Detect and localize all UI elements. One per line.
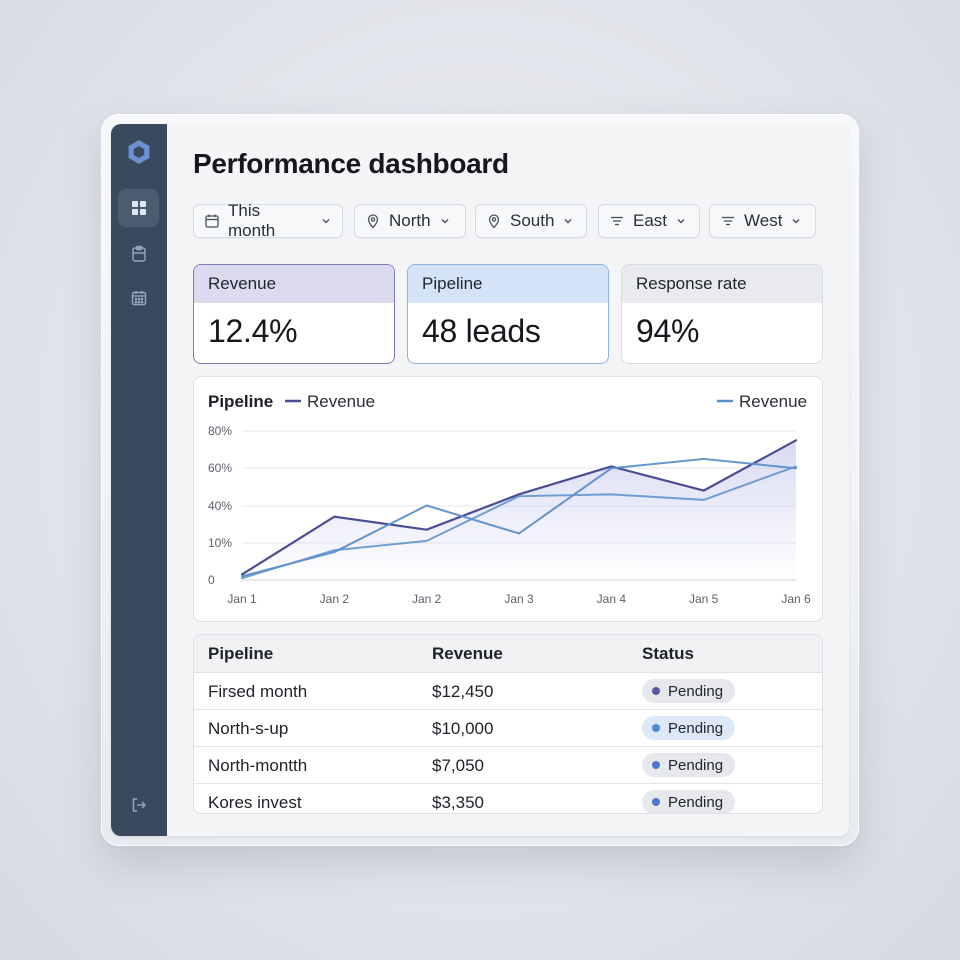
- row-revenue: $7,050: [432, 756, 484, 775]
- logo-icon: [128, 140, 150, 164]
- y-tick-label: 0: [208, 573, 215, 587]
- kpi-label: Pipeline: [408, 265, 608, 303]
- location-pin-icon: [367, 214, 379, 229]
- status-dot: [652, 798, 660, 806]
- filter-label: This month: [228, 201, 276, 240]
- location-pin-icon: [488, 214, 500, 229]
- filter-label: West: [744, 211, 783, 230]
- status-label: Pending: [668, 793, 724, 811]
- kpi-value: 12.4%: [208, 313, 298, 349]
- series-line: [241, 465, 797, 580]
- y-tick-label: 10%: [208, 536, 232, 550]
- status-dot: [652, 687, 660, 695]
- table-row[interactable]: North-montth $7,050 Pending: [194, 747, 822, 784]
- logout-icon: [132, 798, 146, 812]
- filter-north[interactable]: North: [354, 204, 466, 238]
- kpi-card-response-rate[interactable]: Response rate 94%: [621, 264, 823, 364]
- data-table: Pipeline Revenue Status Firsed month $12…: [193, 634, 823, 814]
- status-badge: Pending: [642, 679, 736, 703]
- kpi-label: Revenue: [194, 265, 394, 303]
- main-content: Performance dashboard This month North: [167, 124, 849, 836]
- chevron-down-icon: [792, 219, 800, 224]
- row-name: Firsed month: [208, 682, 308, 701]
- x-tick-label: Jan 2: [412, 592, 442, 606]
- table-row[interactable]: Firsed month $12,450 Pending: [194, 673, 822, 710]
- series-area: [242, 440, 796, 580]
- y-tick-label: 60%: [208, 461, 232, 475]
- row-revenue: $3,350: [432, 793, 484, 812]
- status-label: Pending: [668, 756, 724, 774]
- filter-label: South: [510, 211, 555, 230]
- sidebar-item-calendar[interactable]: [118, 279, 159, 317]
- x-tick-label: Jan 2: [320, 592, 350, 606]
- x-tick-label: Jan 5: [689, 592, 719, 606]
- series-line: [241, 457, 797, 578]
- filter-east[interactable]: East: [598, 204, 700, 238]
- x-tick-label: Jan 4: [597, 592, 627, 606]
- filter-this-month[interactable]: This month: [193, 201, 343, 240]
- status-badge: Pending: [642, 716, 736, 740]
- filter-icon: [611, 216, 623, 226]
- table-row[interactable]: Kores invest $3,350 Pending: [194, 784, 822, 813]
- line-chart: Pipeline Revenue Revenue 80% 60% 40% 10% 0 Ja…: [208, 392, 811, 606]
- y-tick-label: 80%: [208, 424, 232, 438]
- kpi-label: Response rate: [622, 265, 822, 303]
- line-chart-card: Pipeline Revenue Revenue 80% 60% 40% 10% 0 Ja…: [193, 376, 823, 622]
- kpi-card-revenue[interactable]: Revenue 12.4%: [193, 264, 395, 364]
- status-dot: [652, 724, 660, 732]
- status-label: Pending: [668, 719, 724, 737]
- table-header: Pipeline Revenue Status: [194, 635, 822, 673]
- kpi-value: 48 leads: [422, 313, 541, 349]
- sidebar-item-dashboard[interactable]: [118, 189, 159, 227]
- column-header[interactable]: Pipeline: [208, 644, 274, 663]
- page-title: Performance dashboard: [193, 148, 509, 179]
- legend-label[interactable]: Revenue: [307, 392, 375, 411]
- filter-label: North: [389, 211, 431, 230]
- grid-icon: [131, 201, 146, 215]
- filter-label: East: [633, 211, 668, 230]
- table-row[interactable]: North-s-up $10,000 Pending: [194, 710, 822, 747]
- sidebar: [111, 124, 167, 836]
- row-name: Kores invest: [208, 793, 302, 812]
- kpi-card-pipeline[interactable]: Pipeline 48 leads: [407, 264, 609, 364]
- column-header[interactable]: Revenue: [432, 644, 503, 663]
- column-header[interactable]: Status: [642, 644, 694, 663]
- calendar-icon: [205, 214, 219, 228]
- x-tick-label: Jan 3: [504, 592, 534, 606]
- filter-icon: [722, 216, 734, 226]
- series-line: [240, 439, 798, 576]
- status-label: Pending: [668, 682, 724, 700]
- legend-label[interactable]: Revenue: [739, 392, 807, 411]
- sidebar-item-reports[interactable]: [118, 235, 159, 273]
- logout-button[interactable]: [118, 786, 159, 824]
- chevron-down-icon: [564, 219, 572, 224]
- row-revenue: $12,450: [432, 682, 494, 701]
- x-tick-label: Jan 1: [227, 592, 257, 606]
- status-badge: Pending: [642, 753, 736, 777]
- filter-south[interactable]: South: [475, 204, 587, 238]
- chart-title: Pipeline: [208, 392, 273, 411]
- x-tick-label: Jan 6: [781, 592, 811, 606]
- status-badge: Pending: [642, 790, 736, 813]
- app-window: Performance dashboard This month North: [111, 124, 849, 836]
- chevron-down-icon: [677, 219, 685, 224]
- kpi-value: 94%: [636, 313, 700, 349]
- calendar-icon: [131, 291, 146, 306]
- row-name: North-montth: [208, 756, 308, 775]
- plot-area: 80% 60% 40% 10% 0 Jan 1 Jan 2 Jan 2 Jan 3 Jan 4 Ja…: [208, 424, 811, 606]
- clipboard-icon: [131, 245, 146, 262]
- y-tick-label: 40%: [208, 499, 232, 513]
- chevron-down-icon: [322, 219, 330, 224]
- filter-west[interactable]: West: [709, 204, 816, 238]
- status-dot: [652, 761, 660, 769]
- row-name: North-s-up: [208, 719, 289, 738]
- chevron-down-icon: [441, 219, 449, 224]
- row-revenue: $10,000: [432, 719, 494, 738]
